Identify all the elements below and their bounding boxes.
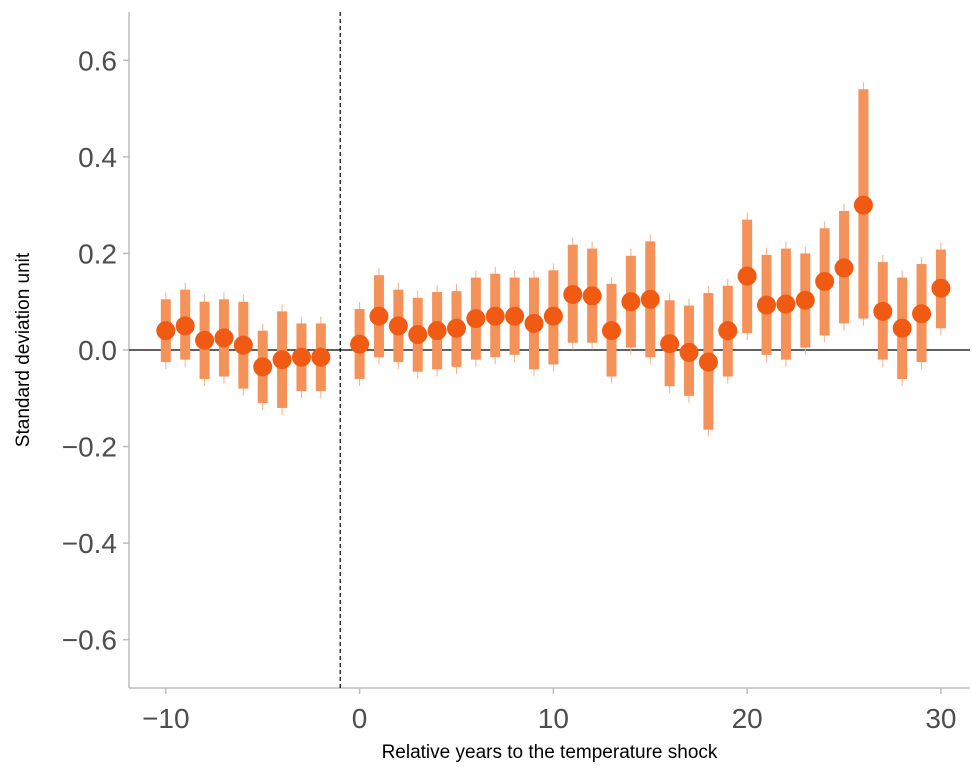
estimate-point [680,343,699,362]
estimate-point [893,319,912,338]
estimate-point [738,267,757,286]
x-tick-label: 10 [538,703,569,734]
axes [123,12,970,694]
estimate-point [621,292,640,311]
x-tick-label: 0 [352,703,368,734]
estimate-point [311,348,330,367]
estimate-point [253,357,272,376]
y-tick-label: 0.2 [78,238,117,269]
estimate-point [563,285,582,304]
estimate-point [873,302,892,321]
tick-labels: −0.6 −0.4 −0.2 0.0 0.2 0.4 0.6 −10 0 10 20 30 [62,45,957,734]
estimate-point [931,279,950,298]
estimate-point [466,309,485,328]
estimate-point [195,331,214,350]
estimate-point [524,314,543,333]
confidence-intervals [161,82,946,436]
estimate-point [505,307,524,326]
estimate-point [350,335,369,354]
estimate-point [912,304,931,323]
estimate-point [776,295,795,314]
estimate-point [815,272,834,291]
estimate-point [214,328,233,347]
x-axis-title: Relative years to the temperature shock [382,742,718,763]
estimate-point [835,258,854,277]
estimate-point [486,307,505,326]
estimate-point [273,350,292,369]
estimate-point [602,321,621,340]
estimate-point [156,321,175,340]
estimate-point [718,321,737,340]
y-tick-label: 0.6 [78,45,117,76]
estimate-point [408,325,427,344]
estimate-point [234,336,253,355]
y-tick-label: 0.0 [78,335,117,366]
estimate-point [583,286,602,305]
estimate-point [447,319,466,338]
estimate-point [854,196,873,215]
estimate-point [428,321,447,340]
estimate-point [544,307,563,326]
y-axis-title: Standard deviation unit [13,252,34,447]
y-tick-label: −0.2 [62,432,117,463]
estimate-point [796,291,815,310]
estimate-point [641,290,660,309]
estimate-point [757,296,776,315]
estimate-point [292,348,311,367]
estimate-point [660,334,679,353]
x-tick-label: 30 [925,703,956,734]
y-tick-label: 0.4 [78,142,117,173]
y-tick-label: −0.6 [62,625,117,656]
estimate-point [389,316,408,335]
estimate-point [699,353,718,372]
x-tick-label: −10 [142,703,190,734]
estimate-point [176,316,195,335]
y-tick-label: −0.4 [62,528,117,559]
estimate-point [369,307,388,326]
x-tick-label: 20 [732,703,763,734]
